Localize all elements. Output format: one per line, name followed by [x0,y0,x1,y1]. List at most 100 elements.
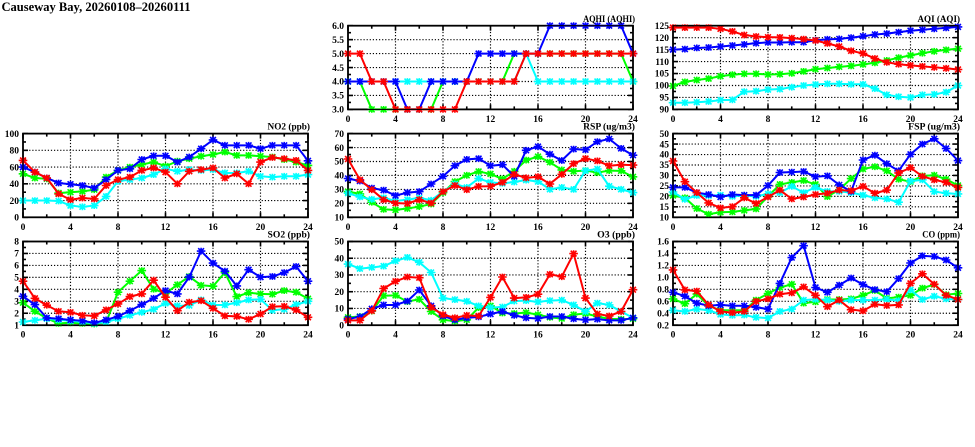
svg-text:AQI (AQI): AQI (AQI) [918,14,961,25]
svg-text:1: 1 [14,321,19,331]
svg-text:16: 16 [858,115,868,125]
svg-text:CO (ppm): CO (ppm) [922,230,960,241]
svg-text:60: 60 [10,163,20,173]
svg-text:8: 8 [766,115,771,125]
svg-text:10: 10 [335,214,345,224]
svg-text:NO2 (ppb): NO2 (ppb) [268,122,311,133]
svg-text:5.5: 5.5 [332,36,344,46]
svg-text:4: 4 [718,331,723,341]
svg-text:20: 20 [581,331,591,341]
svg-text:0: 0 [21,223,26,233]
svg-text:70: 70 [335,130,345,140]
svg-text:20: 20 [581,223,591,233]
svg-text:16: 16 [533,115,543,125]
svg-text:16: 16 [533,331,543,341]
svg-text:1.0: 1.0 [657,274,669,284]
svg-text:0.6: 0.6 [657,298,669,308]
svg-text:0: 0 [346,115,351,125]
svg-text:90: 90 [660,106,670,116]
svg-text:30: 30 [335,186,345,196]
svg-text:20: 20 [10,197,20,207]
svg-text:4.0: 4.0 [332,78,344,88]
svg-text:24: 24 [628,331,638,341]
svg-text:30: 30 [660,172,670,182]
svg-text:24: 24 [303,331,313,341]
svg-text:1.6: 1.6 [657,238,669,248]
svg-text:0.8: 0.8 [657,286,669,296]
svg-text:8: 8 [441,115,446,125]
svg-text:4: 4 [393,331,398,341]
svg-text:8: 8 [766,331,771,341]
svg-text:40: 40 [660,151,670,161]
svg-text:20: 20 [906,223,916,233]
svg-text:15: 15 [660,203,670,213]
svg-text:8: 8 [116,331,121,341]
svg-text:16: 16 [208,223,218,233]
svg-text:4: 4 [718,115,723,125]
svg-text:120: 120 [655,34,670,44]
svg-text:10: 10 [335,305,345,315]
svg-text:10: 10 [660,214,670,224]
svg-text:100: 100 [655,82,670,92]
svg-text:105: 105 [655,70,670,80]
svg-text:8: 8 [766,223,771,233]
svg-text:4: 4 [393,115,398,125]
svg-text:4: 4 [68,331,73,341]
svg-text:0.4: 0.4 [657,309,669,319]
svg-text:125: 125 [655,22,670,32]
svg-text:40: 40 [335,254,345,264]
svg-text:5.0: 5.0 [332,50,344,60]
svg-text:80: 80 [10,147,20,157]
svg-text:0.2: 0.2 [657,321,669,331]
svg-text:1.4: 1.4 [657,250,669,260]
svg-text:8: 8 [14,238,19,248]
svg-text:0: 0 [671,331,676,341]
svg-text:8: 8 [441,331,446,341]
svg-text:35: 35 [660,161,670,171]
svg-text:6.0: 6.0 [332,22,344,32]
svg-text:24: 24 [953,115,963,125]
svg-text:50: 50 [335,238,345,248]
svg-text:3.5: 3.5 [332,92,344,102]
svg-text:SO2 (ppb): SO2 (ppb) [268,230,311,241]
svg-text:0: 0 [671,115,676,125]
svg-text:115: 115 [655,46,669,56]
svg-text:24: 24 [953,331,963,341]
svg-text:20: 20 [906,331,916,341]
svg-text:24: 24 [953,223,963,233]
svg-text:8: 8 [116,223,121,233]
svg-text:20: 20 [906,115,916,125]
svg-text:0: 0 [346,331,351,341]
svg-text:5: 5 [14,274,19,284]
svg-text:12: 12 [486,331,496,341]
svg-text:4: 4 [68,223,73,233]
svg-text:0: 0 [14,214,19,224]
svg-text:45: 45 [660,140,670,150]
svg-text:Causeway Bay, 20260108–2026011: Causeway Bay, 20260108–20260111 [2,0,191,14]
svg-text:12: 12 [486,115,496,125]
svg-text:20: 20 [660,193,670,203]
svg-text:AQHI (AQHI): AQHI (AQHI) [583,14,635,25]
svg-text:20: 20 [581,115,591,125]
svg-text:40: 40 [335,172,345,182]
svg-text:24: 24 [628,223,638,233]
svg-text:4.5: 4.5 [332,64,344,74]
svg-text:4: 4 [14,286,19,296]
svg-text:O3 (ppb): O3 (ppb) [597,230,635,241]
svg-text:30: 30 [335,271,345,281]
svg-text:7: 7 [14,250,19,260]
svg-text:95: 95 [660,94,670,104]
svg-text:16: 16 [533,223,543,233]
svg-text:0: 0 [671,223,676,233]
svg-text:6: 6 [14,262,19,272]
svg-text:12: 12 [811,223,821,233]
svg-text:40: 40 [10,180,20,190]
svg-text:24: 24 [628,115,638,125]
svg-text:20: 20 [256,331,266,341]
svg-text:3.0: 3.0 [332,106,344,116]
svg-text:RSP (ug/m3): RSP (ug/m3) [583,122,635,133]
svg-text:110: 110 [655,58,669,68]
svg-text:FSP (ug/m3): FSP (ug/m3) [908,122,960,133]
svg-text:60: 60 [335,144,345,154]
svg-text:0: 0 [21,331,26,341]
